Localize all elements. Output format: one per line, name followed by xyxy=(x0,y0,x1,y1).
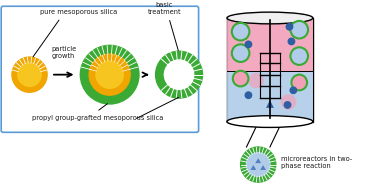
Circle shape xyxy=(156,51,202,98)
Text: microreactors in two-
phase reaction: microreactors in two- phase reaction xyxy=(281,156,352,169)
Ellipse shape xyxy=(229,14,311,22)
Polygon shape xyxy=(255,158,261,163)
Circle shape xyxy=(164,60,194,89)
Polygon shape xyxy=(227,71,313,122)
Ellipse shape xyxy=(227,12,313,24)
Polygon shape xyxy=(266,100,274,108)
Polygon shape xyxy=(260,165,266,170)
Polygon shape xyxy=(227,18,313,122)
Circle shape xyxy=(248,73,264,88)
Circle shape xyxy=(291,75,307,90)
Circle shape xyxy=(290,86,297,94)
Circle shape xyxy=(12,57,47,92)
Text: particle
growth: particle growth xyxy=(51,46,76,59)
Text: pure mesoporous silica: pure mesoporous silica xyxy=(33,9,117,57)
Circle shape xyxy=(281,94,296,110)
Circle shape xyxy=(247,153,270,176)
Circle shape xyxy=(233,71,248,86)
Circle shape xyxy=(232,23,250,40)
Ellipse shape xyxy=(227,116,313,127)
Circle shape xyxy=(96,61,123,88)
Circle shape xyxy=(286,23,293,31)
Circle shape xyxy=(284,101,291,109)
Polygon shape xyxy=(250,165,256,170)
FancyBboxPatch shape xyxy=(1,6,199,132)
Circle shape xyxy=(244,40,252,48)
Text: basic
treatment: basic treatment xyxy=(148,2,181,50)
Circle shape xyxy=(80,45,139,104)
Circle shape xyxy=(287,38,296,45)
Circle shape xyxy=(89,54,130,95)
Text: propyl group-grafted mesoporous silica: propyl group-grafted mesoporous silica xyxy=(32,104,164,121)
Circle shape xyxy=(290,21,308,39)
Circle shape xyxy=(241,147,276,182)
Circle shape xyxy=(18,63,41,86)
Circle shape xyxy=(232,44,250,62)
Polygon shape xyxy=(227,18,313,71)
Circle shape xyxy=(290,47,308,65)
Circle shape xyxy=(244,91,252,99)
